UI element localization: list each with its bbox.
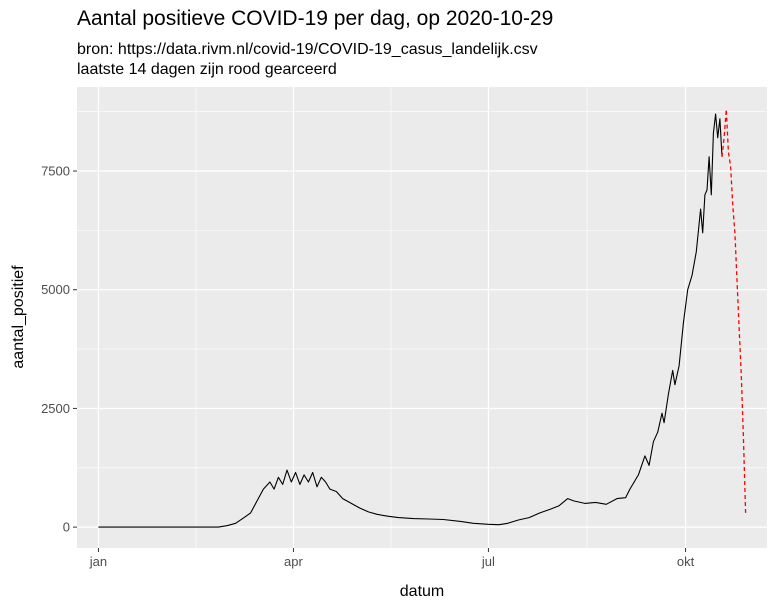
major-grid — [77, 87, 767, 548]
chart-subtitle-note: laatste 14 dagen zijn rood gearceerd — [77, 61, 337, 78]
x-tick-label: apr — [284, 554, 303, 569]
x-tick-label: okt — [677, 554, 695, 569]
chart-subtitle-source: bron: https://data.rivm.nl/covid-19/COVI… — [77, 41, 538, 58]
y-tick-label: 2500 — [41, 401, 70, 416]
y-tick-label: 0 — [63, 520, 70, 535]
chart-title: Aantal positieve COVID-19 per dag, op 20… — [77, 7, 554, 30]
series-last-14-days-line — [721, 108, 747, 513]
x-tick-label: jul — [481, 554, 495, 569]
series-positive-cases-line — [98, 113, 723, 528]
x-tick-label: jan — [89, 554, 107, 569]
plot-panel — [77, 87, 767, 548]
y-axis-title: aantal_positief — [10, 265, 27, 369]
minor-grid — [77, 87, 767, 548]
series-layer — [98, 108, 747, 528]
x-axis: jan apr jul okt — [89, 548, 695, 569]
y-tick-label: 5000 — [41, 282, 70, 297]
y-tick-label: 7500 — [41, 164, 70, 179]
x-axis-title: datum — [400, 583, 444, 600]
y-axis: 0 2500 5000 7500 — [41, 164, 77, 535]
